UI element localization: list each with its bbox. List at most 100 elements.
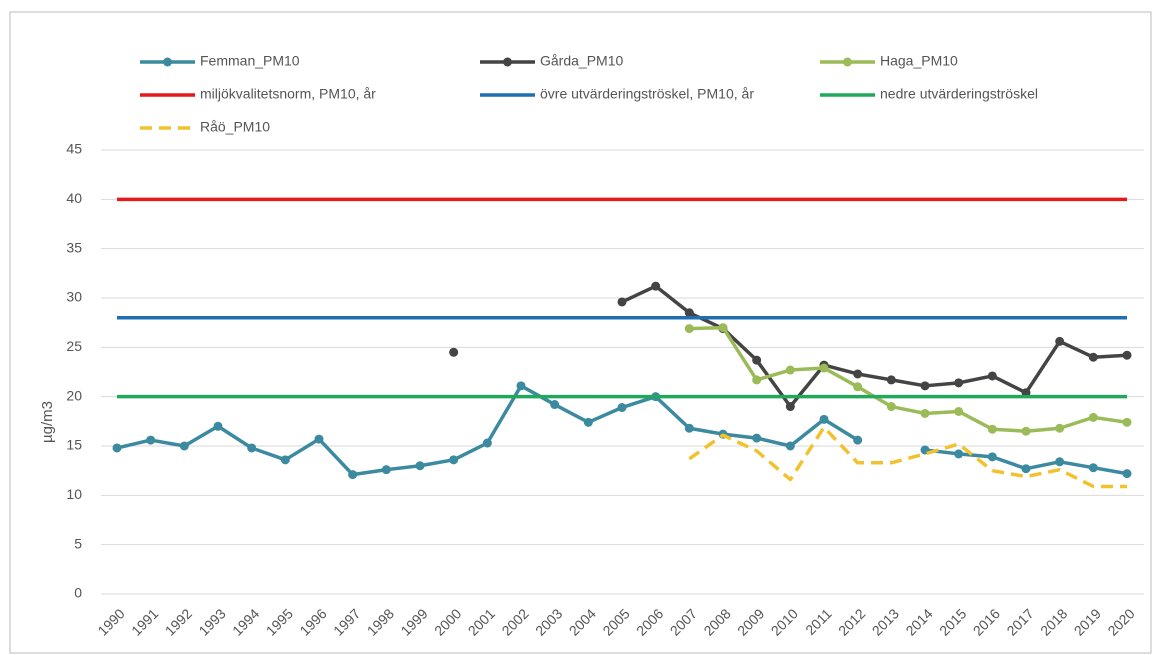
data-point: [886, 375, 896, 385]
x-tick-label: 1991: [128, 605, 161, 638]
y-tick-label: 0: [74, 585, 82, 601]
data-point: [617, 297, 627, 307]
data-point: [853, 369, 863, 379]
x-tick-label: 1999: [397, 605, 430, 638]
x-tick-label: 2007: [667, 605, 700, 638]
data-point: [987, 452, 997, 462]
y-axis-label: µg/m3: [39, 401, 56, 443]
data-point: [617, 403, 627, 413]
x-tick-label: 1998: [364, 605, 397, 638]
data-point: [819, 363, 829, 373]
legend-label: Råö_PM10: [200, 119, 270, 135]
data-point: [1088, 352, 1098, 362]
x-tick-label: 2018: [1037, 605, 1070, 638]
data-point: [853, 382, 863, 392]
legend-marker: [503, 57, 512, 67]
x-tick-label: 2001: [465, 605, 498, 638]
x-tick-label: 2006: [633, 605, 666, 638]
x-tick-label: 2014: [902, 605, 935, 638]
x-tick-label: 2004: [566, 605, 599, 638]
data-point: [381, 465, 391, 475]
legend-label: övre utvärderingströskel, PM10, år: [540, 86, 754, 102]
x-tick-label: 2000: [431, 605, 464, 638]
x-tick-label: 1997: [330, 605, 363, 638]
data-point: [684, 324, 694, 334]
x-tick-label: 2009: [734, 605, 767, 638]
y-tick-label: 10: [66, 486, 82, 502]
legend-marker: [843, 57, 852, 67]
legend-label: nedre utvärderingströskel: [880, 86, 1038, 102]
data-point: [954, 378, 964, 388]
x-tick-label: 1990: [94, 605, 127, 638]
x-tick-label: 2002: [498, 605, 531, 638]
data-point: [449, 455, 459, 465]
x-tick-label: 2010: [768, 605, 801, 638]
data-point: [1122, 417, 1132, 427]
data-point: [415, 461, 425, 471]
x-tick-label: 1994: [229, 605, 262, 638]
data-point: [684, 423, 694, 433]
data-point: [1122, 350, 1132, 360]
data-point: [112, 443, 122, 453]
data-point: [1088, 463, 1098, 473]
legend-label: Haga_PM10: [880, 53, 958, 69]
data-point: [785, 365, 795, 375]
data-point: [987, 371, 997, 381]
data-point: [280, 455, 290, 465]
y-tick-label: 25: [66, 338, 82, 354]
x-tick-label: 2019: [1071, 605, 1104, 638]
data-point: [213, 421, 223, 431]
data-point: [954, 406, 964, 416]
data-point: [651, 281, 661, 291]
x-tick-label: 2013: [869, 605, 902, 638]
data-point: [1055, 336, 1065, 346]
data-point: [920, 408, 930, 418]
x-tick-label: 2003: [532, 605, 565, 638]
x-tick-label: 2005: [599, 605, 632, 638]
y-tick-label: 35: [66, 239, 82, 255]
x-tick-label: 1995: [263, 605, 296, 638]
series-line: [689, 325, 1128, 433]
y-tick-label: 5: [74, 535, 82, 551]
data-point: [348, 470, 358, 480]
data-point: [819, 414, 829, 424]
data-point: [987, 424, 997, 434]
x-tick-label: 2008: [700, 605, 733, 638]
x-tick-label: 2011: [802, 605, 835, 638]
x-tick-label: 2020: [1104, 605, 1137, 638]
data-point: [785, 402, 795, 412]
data-point: [752, 355, 762, 365]
data-point: [482, 438, 492, 448]
data-point: [752, 433, 762, 443]
y-tick-label: 20: [66, 387, 82, 403]
x-tick-label: 2015: [936, 605, 969, 638]
x-tick-label: 1993: [195, 605, 228, 638]
series-line: [688, 425, 1127, 489]
data-point: [516, 381, 526, 391]
data-point: [718, 323, 728, 333]
data-point: [954, 449, 964, 459]
data-point: [1055, 423, 1065, 433]
data-point: [853, 435, 863, 445]
data-point: [146, 435, 156, 445]
data-point: [1088, 412, 1098, 422]
y-tick-label: 15: [66, 437, 82, 453]
y-tick-label: 40: [66, 190, 82, 206]
data-point: [314, 434, 324, 444]
series-line: [621, 284, 1128, 409]
frame: [9, 11, 1152, 654]
series-line: [116, 384, 1128, 477]
x-tick-label: 1992: [162, 605, 195, 638]
x-tick-label: 1996: [296, 605, 329, 638]
y-tick-label: 45: [66, 141, 82, 157]
data-point: [1055, 457, 1065, 467]
x-tick-label: 2012: [835, 605, 868, 638]
data-point: [583, 417, 593, 427]
data-point: [1021, 426, 1031, 436]
data-point: [1122, 469, 1132, 479]
data-point: [684, 308, 694, 318]
data-point: [920, 381, 930, 391]
x-tick-label: 2017: [1003, 605, 1036, 638]
data-point: [785, 441, 795, 451]
